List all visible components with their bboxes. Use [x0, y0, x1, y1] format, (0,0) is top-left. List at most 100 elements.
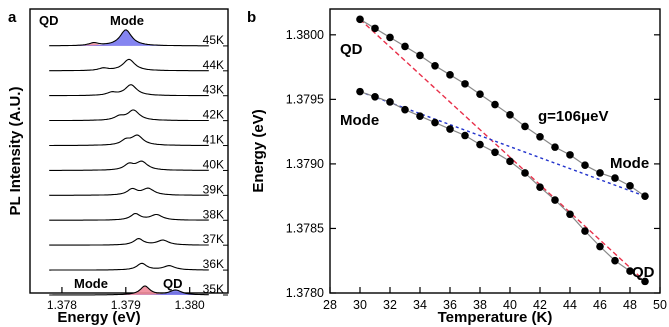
panel-b-x-tick-label: 44 — [563, 298, 577, 312]
panel-b-x-tick-label: 34 — [413, 298, 427, 312]
panel-a-spectrum-39K — [49, 187, 209, 196]
panel-b-data-point-lower — [461, 131, 469, 140]
panel-a-temperature-label: 41K — [203, 133, 224, 147]
panel-b-data-point-upper — [371, 24, 379, 33]
panel-a-temperature-label: 35K — [203, 282, 224, 296]
panel-b-data-point-upper — [401, 42, 409, 51]
panel-b-data-point-lower — [371, 92, 379, 101]
panel-b-data-point-lower — [611, 256, 619, 265]
panel-b-data-point-lower — [356, 87, 364, 96]
panel-a-temperature-label: 36K — [203, 257, 224, 271]
panel-b-y-tick-label: 1.3780 — [286, 286, 324, 300]
panel-a-chart: 45K 44K 43K 42K 41K 40K 39K 38K 37K 36K 35K 1.378 1… — [7, 8, 229, 326]
panel-b-x-axis-title: Temperature (K) — [438, 309, 553, 326]
panel-b-qd-uncoupled-line — [359, 18, 646, 282]
panel-b-data-point-upper — [521, 122, 529, 131]
panel-a-spectrum-38K — [49, 212, 209, 221]
panel-a-x-axis-title: Energy (eV) — [57, 309, 140, 326]
panel-b-x-tick-label: 42 — [533, 298, 547, 312]
panel-b-data-point-upper — [626, 182, 634, 190]
panel-b-data-point-lower — [641, 277, 649, 286]
panel-a-spectrum-36K — [49, 262, 209, 271]
panel-a-x-tick-label: 1.380 — [175, 298, 205, 312]
panel-b-x-tick-label: 40 — [503, 298, 517, 312]
panel-b-data-point-lower — [491, 148, 499, 157]
panel-b-data-point-lower — [551, 196, 559, 204]
panel-b-x-tick-label: 32 — [383, 298, 397, 312]
panel-b-frame — [329, 8, 661, 294]
panel-a-temperature-label: 43K — [203, 83, 224, 97]
panel-b-data-point-lower — [506, 157, 514, 166]
panel-a-label: a — [8, 9, 17, 26]
panel-b-data-point-upper — [431, 62, 439, 70]
panel-a-spectrum-44K — [49, 58, 209, 72]
panel-a-spectrum-43K — [49, 84, 209, 97]
panel-a-temperature-label: 44K — [203, 58, 224, 72]
panel-b-y-tick-label: 1.3795 — [286, 92, 324, 106]
panel-b-data-point-lower — [536, 183, 544, 191]
panel-a-qd-fill-45K — [49, 43, 209, 46]
panel-a-temperature-label: 37K — [203, 232, 224, 246]
panel-a-spectrum-45K — [49, 29, 209, 47]
panel-a-temperature-label: 38K — [203, 207, 224, 221]
panel-a-x-tick-label: 1.379 — [111, 298, 141, 312]
panel-b-data-point-lower — [581, 227, 589, 235]
panel-b-data-point-upper — [446, 71, 454, 79]
panel-b-x-tick-label: 48 — [623, 298, 637, 312]
panel-b-coupling-annotation: g=106μeV — [538, 108, 608, 125]
panel-a-y-axis-title: PL Intensity (A.U.) — [7, 87, 24, 216]
panel-b-data-point-lower — [431, 118, 439, 127]
panel-b-data-point-upper — [491, 100, 499, 109]
panel-b-y-tick-label: 1.3790 — [286, 157, 324, 171]
panel-b-x-tick-label: 38 — [473, 298, 487, 312]
panel-b-data-point-upper — [641, 192, 649, 200]
panel-a-mode-fill-35K — [49, 290, 209, 295]
panel-a-spectrum-41K — [49, 134, 209, 147]
panel-a-qd-label-top: QD — [39, 13, 59, 28]
panel-b-data-point-lower — [386, 98, 394, 106]
panel-a-temperature-label: 39K — [203, 182, 224, 196]
panel-a-spectrum-37K — [49, 238, 209, 246]
panel-b-data-point-lower — [596, 242, 604, 251]
panel-b-data-point-upper — [596, 169, 604, 177]
panel-b-mode-label-left: Mode — [340, 112, 379, 129]
panel-b-x-tick-label: 36 — [443, 298, 457, 312]
panel-b-label: b — [247, 9, 256, 26]
panel-b-data-point-upper — [581, 161, 589, 169]
panel-b-x-tick-label: 30 — [353, 298, 367, 312]
panel-b-x-tick-label: 50 — [653, 298, 667, 312]
panel-b-data-point-lower — [476, 140, 484, 149]
panel-b-data-point-upper — [566, 151, 574, 159]
panel-b-chart: 28 30 32 34 36 38 40 42 44 46 48 50 1.3780 1.3785 1.37… — [250, 8, 667, 326]
panel-b-data-point-upper — [536, 133, 544, 141]
panel-b-y-tick-label: 1.3785 — [286, 221, 324, 235]
panel-a-x-tick-label: 1.378 — [47, 298, 77, 312]
panel-a-qd-label-bottom: QD — [163, 276, 183, 291]
panel-a-temperature-label: 40K — [203, 157, 224, 171]
panel-b-data-point-upper — [611, 174, 619, 182]
panel-a-spectrum-40K — [49, 160, 209, 171]
panel-b-y-tick-label: 1.3800 — [286, 28, 324, 42]
panel-b-data-point-lower — [566, 210, 574, 219]
panel-a-temperature-label: 45K — [203, 33, 224, 47]
panel-b-data-point-lower — [416, 112, 424, 120]
panel-b-qd-label-right: QD — [632, 264, 655, 281]
panel-b-data-point-lower — [446, 125, 454, 133]
panel-a-mode-label-bottom: Mode — [74, 276, 108, 291]
panel-a-mode-fill-45K — [49, 30, 209, 46]
panel-b-x-tick-label: 28 — [323, 298, 337, 312]
panel-a-temperature-label: 42K — [203, 108, 224, 122]
panel-b-data-point-lower — [626, 267, 634, 275]
panel-b-data-point-upper — [476, 90, 484, 98]
panel-b-mode-label-right: Mode — [610, 155, 649, 172]
panel-b-data-point-lower — [521, 169, 529, 177]
panel-b-data-point-upper — [416, 51, 424, 60]
panel-a-mode-label-top: Mode — [110, 13, 144, 28]
panel-b-x-tick-label: 46 — [593, 298, 607, 312]
panel-a-spectrum-35K — [49, 285, 209, 296]
panel-b-y-axis-title: Energy (eV) — [250, 109, 267, 192]
panel-b-data-point-upper — [386, 33, 394, 42]
panel-b-qd-label-left: QD — [340, 41, 363, 58]
panel-b-data-point-upper — [461, 80, 469, 88]
